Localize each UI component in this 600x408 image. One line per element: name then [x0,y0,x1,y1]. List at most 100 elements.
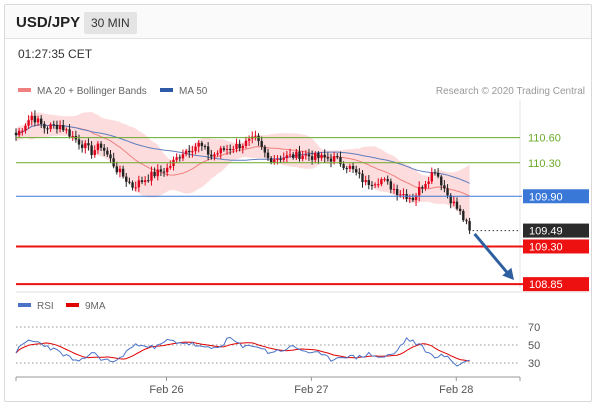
legend-label-rsi: RSI [37,301,54,312]
candle-body [219,148,222,154]
candle-body [197,142,200,147]
candle-body [266,152,270,159]
rsi-tick-30: 30 [528,358,540,370]
candle-body [295,151,298,158]
level-label-108-85: 108.85 [529,279,563,291]
legend-label-ma20: MA 20 + Bollinger Bands [37,86,147,97]
candle-body [213,154,216,157]
timeframe-badge[interactable]: 30 MIN [84,12,137,34]
candle-body [80,144,84,149]
candle-body [430,172,433,182]
candle-body [392,188,396,190]
candle-body [225,149,229,151]
candle-body [373,184,377,186]
candle-body [106,150,109,155]
candle-body [320,154,323,159]
candle-body [367,180,370,185]
candle-body [238,144,241,149]
chart-legend: MA 20 + Bollinger Bands MA 50 Research ©… [18,86,585,97]
candle-body [77,139,81,145]
candle-body [244,140,248,146]
candle-body [134,187,137,189]
candle-body [191,151,194,153]
level-tag-109-90 [523,189,589,204]
candle-body [468,221,471,231]
bollinger-band [16,111,470,228]
candle-body [273,159,276,163]
candle-body [58,125,62,130]
candle-body [150,171,153,181]
candle-body [408,197,411,199]
candle-body [383,179,386,181]
candle-body [43,123,46,129]
candle-body [90,145,93,156]
candle-body [411,197,415,201]
legend-swatch-rsi [18,303,31,307]
candle-body [446,188,449,196]
candle-body [285,155,289,159]
candle-body [200,142,204,147]
candle-body [314,152,317,160]
time-tick-label: Feb 26 [149,384,183,396]
candle-body [323,154,326,158]
candle-body [232,149,235,151]
candle-body [254,135,257,137]
candle-body [345,168,348,170]
candle-body [386,179,389,182]
candle-body [440,176,443,186]
candle-body [247,138,251,141]
candle-body [377,184,380,186]
candle-body [210,154,213,157]
candle-body [424,183,427,189]
candle-body [260,141,263,147]
candle-body [109,154,112,159]
candle-body [235,144,238,150]
level-label-109-90: 109.90 [529,191,563,203]
legend-label-ma50: MA 50 [179,86,208,97]
candle-body [14,132,18,136]
candle-body [329,158,333,162]
candle-body [27,120,30,126]
candle-body [301,155,304,160]
time-tick-label: Feb 28 [439,384,473,396]
candle-body [229,149,232,151]
legend-label-9ma: 9MA [85,301,106,312]
candle-body [402,194,405,196]
candle-body [68,129,71,137]
copyright-text: Research © 2020 Trading Central [436,86,585,97]
legend-swatch-9ma [66,303,79,307]
candle-body [194,146,197,152]
candle-body [339,157,342,165]
level-label-109-30: 109.30 [529,241,563,253]
candle-body [62,125,65,131]
candle-body [364,180,367,183]
candle-body [46,128,49,130]
candle-body [188,150,191,153]
candle-body [49,124,52,129]
candle-body [87,143,90,146]
candle-body [143,180,147,183]
candle-body [269,158,273,163]
candle-body [355,169,358,173]
candle-body [263,146,267,153]
candle-body [370,184,374,186]
projection-arrowhead [502,267,514,280]
candle-body [96,143,100,151]
legend-swatch-ma20 [18,88,31,92]
last-price-label: 109.49 [529,226,563,238]
candle-body [443,185,446,189]
candle-body [128,181,131,183]
candle-body [93,150,96,156]
candle-body [351,166,355,170]
candle-body [147,180,150,182]
candle-body [169,166,172,168]
projection-arrow [473,232,512,277]
candle-body [310,156,314,160]
candle-body [206,146,210,155]
candle-body [465,220,468,222]
rsi-tick-70: 70 [528,322,540,334]
candle-body [342,164,345,169]
candle-body [307,154,311,157]
level-lines: 110.60 110.30 109.90 109.30 108.85 109.49 [16,133,589,292]
candle-body [140,180,144,183]
